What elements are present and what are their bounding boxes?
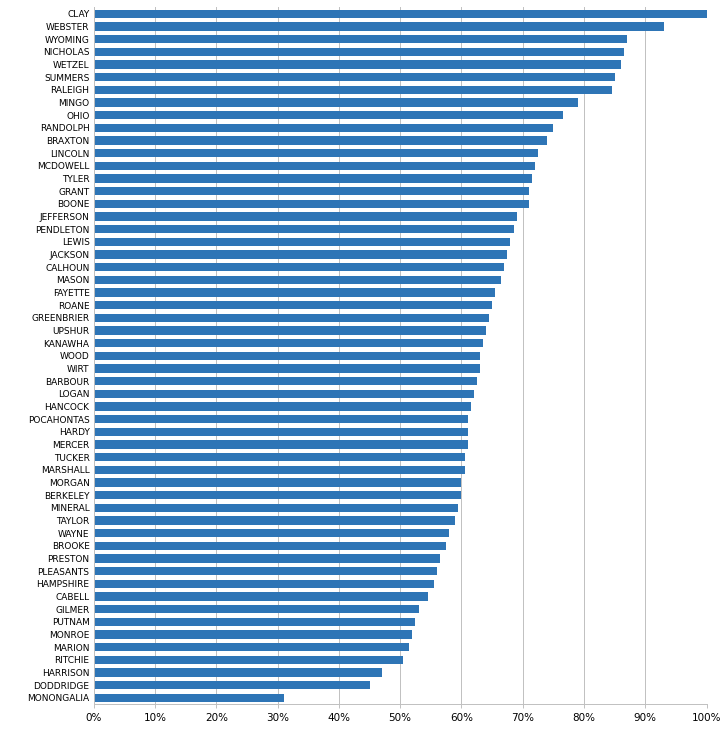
Bar <box>94 61 621 69</box>
Bar <box>94 149 538 157</box>
Bar <box>94 187 529 195</box>
Bar <box>94 10 707 18</box>
Bar <box>94 428 468 436</box>
Bar <box>94 453 464 461</box>
Bar <box>94 200 529 208</box>
Bar <box>94 415 468 423</box>
Bar <box>94 35 627 43</box>
Bar <box>94 491 461 499</box>
Bar <box>94 85 611 94</box>
Bar <box>94 605 419 613</box>
Bar <box>94 301 492 309</box>
Bar <box>94 567 437 575</box>
Bar <box>94 479 461 487</box>
Bar <box>94 48 624 56</box>
Bar <box>94 288 495 297</box>
Bar <box>94 314 489 322</box>
Bar <box>94 22 664 31</box>
Bar <box>94 213 516 220</box>
Bar <box>94 225 513 233</box>
Bar <box>94 618 415 626</box>
Bar <box>94 389 474 398</box>
Bar <box>94 276 501 284</box>
Bar <box>94 529 449 537</box>
Bar <box>94 631 412 638</box>
Bar <box>94 580 434 588</box>
Bar <box>94 668 382 676</box>
Bar <box>94 73 614 81</box>
Bar <box>94 263 505 271</box>
Bar <box>94 503 459 512</box>
Bar <box>94 250 508 258</box>
Bar <box>94 327 486 335</box>
Bar <box>94 694 284 702</box>
Bar <box>94 162 535 170</box>
Bar <box>94 516 456 524</box>
Bar <box>94 237 510 246</box>
Bar <box>94 175 532 183</box>
Bar <box>94 655 403 664</box>
Bar <box>94 542 446 550</box>
Bar <box>94 592 428 601</box>
Bar <box>94 339 483 348</box>
Bar <box>94 352 480 360</box>
Bar <box>94 377 477 385</box>
Bar <box>94 111 562 119</box>
Bar <box>94 643 410 651</box>
Bar <box>94 466 464 474</box>
Bar <box>94 98 578 106</box>
Bar <box>94 364 480 372</box>
Bar <box>94 440 468 449</box>
Bar <box>94 124 554 132</box>
Bar <box>94 681 370 689</box>
Bar <box>94 136 547 145</box>
Bar <box>94 554 440 562</box>
Bar <box>94 402 471 410</box>
